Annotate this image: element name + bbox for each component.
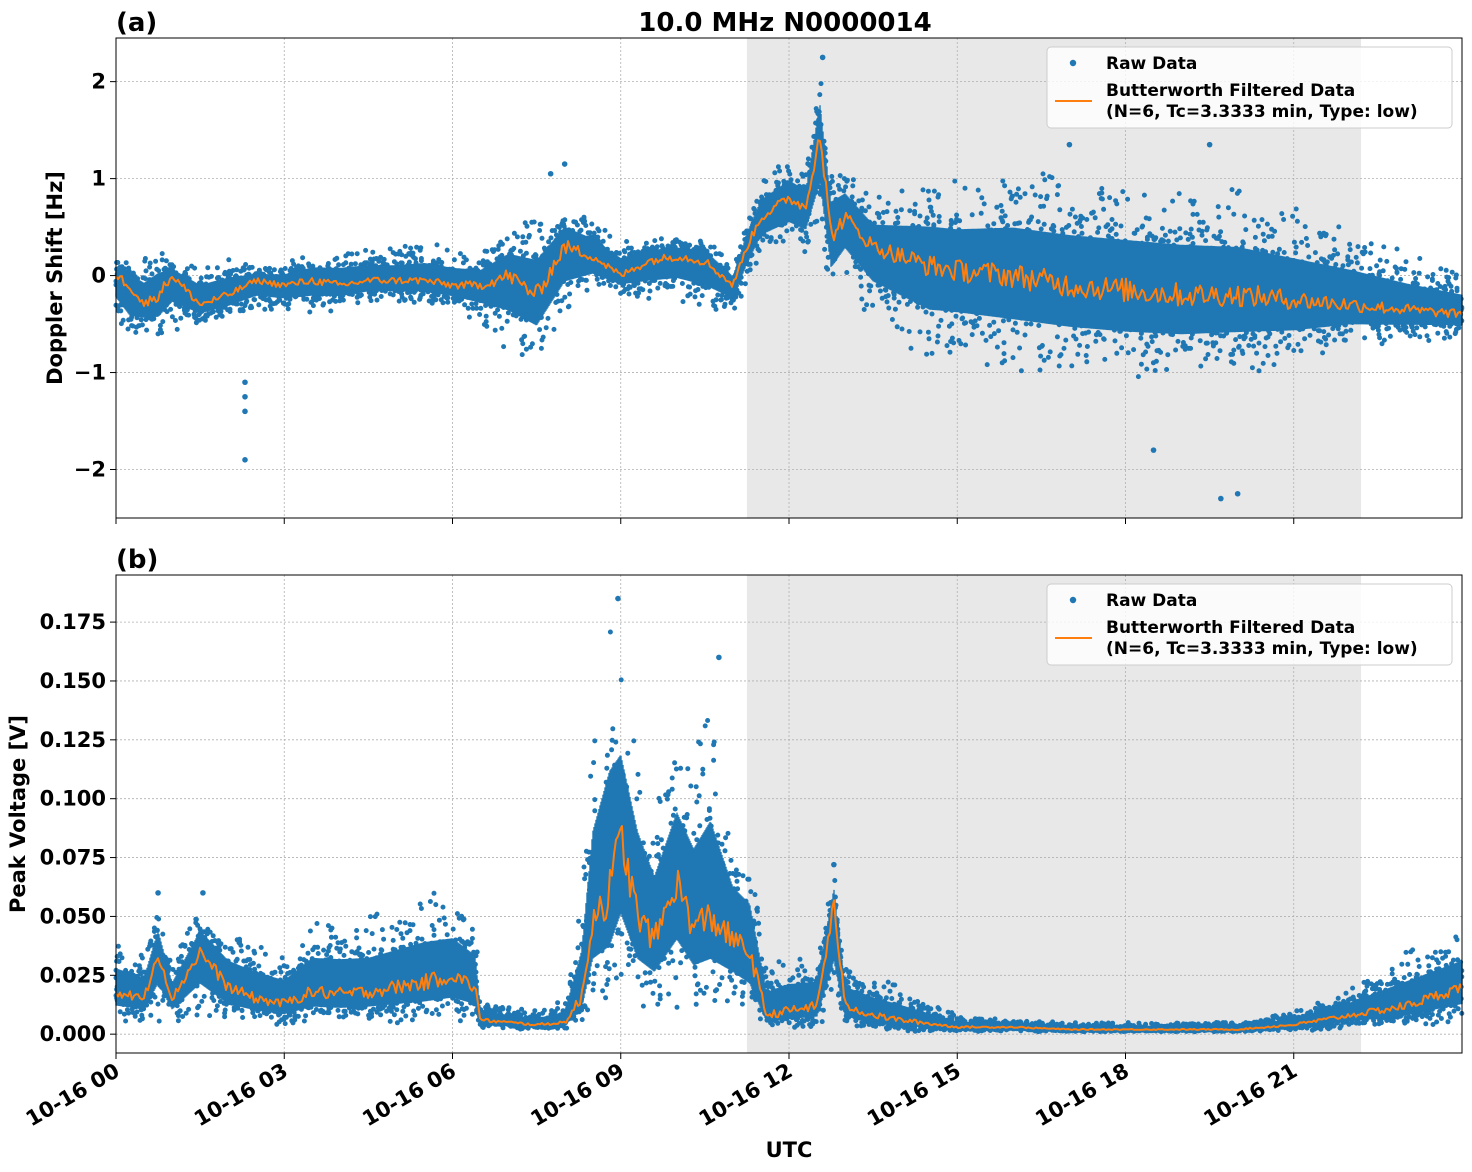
panel-b-x-ticks: 10-16 00 10-16 03 10-16 06 10-16 09 10-16 12… [22, 1053, 1301, 1132]
y-tick-label: 0 [91, 264, 106, 288]
panel-a-filtered-line [115, 139, 1463, 319]
raw-data-outlier [819, 54, 826, 61]
y-tick-label: 0.050 [40, 904, 106, 928]
y-tick-label: 1 [91, 167, 106, 191]
x-tick-label: 10-16 21 [1199, 1059, 1301, 1132]
x-tick-label: 10-16 18 [1031, 1059, 1133, 1132]
raw-data-outlier [1066, 141, 1073, 148]
panel-b-legend-box [1046, 583, 1453, 666]
y-tick-label: 0.075 [40, 846, 106, 870]
y-tick-label: 0.175 [40, 610, 106, 634]
y-tick-label: 0.000 [40, 1022, 106, 1046]
panel-b-y-ticks: 0.175 0.150 0.125 0.100 0.075 0.050 0.025 0.000 [40, 610, 116, 1046]
raw-data-outlier [831, 861, 837, 868]
panel-a-legend: Raw Data Butterworth Filtered Data (N=6,… [1046, 46, 1453, 129]
panel-a-legend-raw-marker [1069, 59, 1077, 67]
y-tick-label: −2 [74, 458, 106, 482]
panel-b: 0.175 0.150 0.125 0.100 0.075 0.050 0.025 0.000… [6, 545, 1465, 1162]
x-tick-label: 10-16 12 [695, 1059, 797, 1132]
panel-b-legend: Raw Data Butterworth Filtered Data (N=6,… [1046, 583, 1453, 666]
panel-b-legend-raw-label: Raw Data [1106, 591, 1197, 611]
x-tick-label: 10-16 09 [526, 1059, 628, 1132]
y-tick-label: 0.125 [40, 728, 106, 752]
y-tick-label: −1 [74, 361, 106, 385]
panel-b-legend-filtered-label-1: Butterworth Filtered Data [1106, 618, 1355, 638]
x-tick-label: 10-16 15 [863, 1059, 965, 1132]
raw-data-outlier [1218, 495, 1224, 502]
raw-data-outlier [716, 654, 722, 661]
panel-a-label: (a) [116, 8, 157, 38]
y-tick-label: 2 [91, 70, 106, 94]
raw-data-outlier [155, 890, 161, 896]
panel-a-y-ticks: 2 1 0 −1 −2 [74, 70, 116, 482]
raw-data-outlier [1150, 447, 1157, 453]
x-tick-label: 10-16 06 [358, 1059, 460, 1132]
y-tick-label: 0.100 [40, 787, 106, 811]
panel-b-legend-filtered-label-2: (N=6, Tc=3.3333 min, Type: low) [1106, 639, 1418, 659]
panel-a-ylabel: Doppler Shift [Hz] [43, 171, 67, 385]
panel-a: 2 1 0 −1 −2 (a) 10.0 MHz N0000014 Doppler Sh… [43, 8, 1465, 524]
x-tick-label: 10-16 03 [190, 1059, 292, 1132]
panel-a-legend-filtered-label-2: (N=6, Tc=3.3333 min, Type: low) [1106, 102, 1418, 122]
raw-data-outlier [242, 457, 248, 463]
y-tick-label: 0.025 [40, 963, 106, 987]
raw-data-outlier [242, 408, 248, 415]
chart-title: 10.0 MHz N0000014 [638, 8, 931, 38]
panel-a-x-ticks [115, 518, 1295, 524]
raw-data-outlier [547, 170, 554, 177]
panel-b-filtered-line [115, 825, 1463, 1031]
panel-a-legend-raw-label: Raw Data [1106, 54, 1197, 74]
raw-data-outlier [561, 161, 568, 167]
raw-data-outlier [242, 379, 248, 386]
raw-data-outlier [615, 595, 621, 602]
x-tick-label: 10-16 00 [22, 1059, 124, 1132]
panel-b-legend-raw-marker [1069, 596, 1077, 604]
raw-data-outlier [1206, 141, 1213, 148]
panel-a-legend-box [1046, 46, 1453, 129]
filtered-data-line [115, 825, 1463, 1031]
raw-data-outlier [242, 393, 248, 400]
x-axis-label: UTC [766, 1138, 813, 1162]
filtered-data-line [115, 139, 1463, 319]
panel-b-grid [115, 575, 1462, 1053]
y-tick-label: 0.150 [40, 669, 106, 693]
panel-a-legend-filtered-label-1: Butterworth Filtered Data [1106, 81, 1355, 101]
raw-data-outlier [200, 890, 206, 896]
panel-b-ylabel: Peak Voltage [V] [6, 715, 30, 913]
panel-b-label: (b) [116, 545, 158, 575]
raw-data-outlier [1234, 490, 1241, 497]
